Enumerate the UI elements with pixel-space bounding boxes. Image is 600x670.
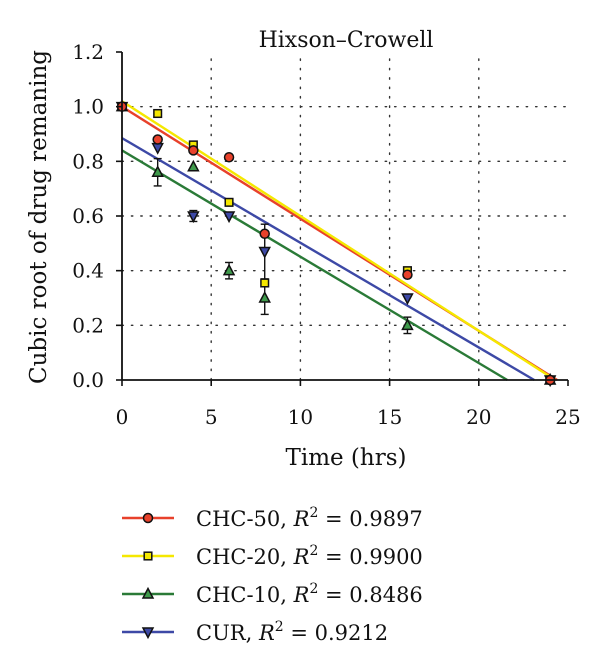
y-tick-label: 0.8 [72,149,104,173]
fit-line-chc-20 [121,100,556,382]
legend-label-chc-10: CHC-10, R2 = 0.8486 [196,581,423,607]
legend-r2-value: = 0.8486 [318,583,422,607]
grid [121,51,569,381]
chart-title: Hixson–Crowell [259,28,434,53]
point-chc-20 [153,108,163,119]
point-cur [187,211,200,224]
fit-line-cur [121,137,535,382]
point-chc-50 [402,269,413,281]
point-chc-20 [260,278,270,288]
legend-r-symbol: R [293,507,310,531]
fit-lines [121,100,558,382]
x-tick-label: 5 [205,405,218,429]
point-chc-50 [152,134,163,145]
point-cur [151,142,164,155]
y-tick-label: 0.2 [72,313,104,337]
legend-r-exponent: 2 [309,505,318,521]
y-axis-label: Cubic root of drug remaning [26,50,52,384]
y-tick-label: 0.4 [72,259,104,283]
legend-label-chc-50: CHC-50, R2 = 0.9897 [196,505,423,531]
x-axis-label: Time (hrs) [286,445,407,471]
point-chc-10 [151,165,164,178]
point-chc-10 [401,318,414,331]
point-chc-20 [224,197,234,207]
legend-r2-value: = 0.9900 [318,545,422,569]
legend-r-symbol: R [258,621,275,645]
legend-marker-chc-10 [141,586,155,599]
x-tick-label: 10 [288,405,313,429]
x-tick-label: 20 [466,405,491,429]
legend-series-name: CUR, [196,621,259,645]
point-cur [401,293,414,306]
x-tick-label: 0 [116,405,129,429]
x-tick-label: 25 [555,405,580,429]
point-chc-50 [223,151,235,163]
legend-series-name: CHC-50, [196,507,294,531]
legend-marker-chc-20 [143,551,153,561]
point-chc-10 [222,263,236,276]
point-chc-10 [187,159,200,172]
x-tick-label: 15 [377,405,402,429]
legend-r-exponent: 2 [275,619,284,635]
legend-r2-value: = 0.9897 [318,507,422,531]
point-cur [258,246,271,259]
legend-r-symbol: R [293,545,310,569]
y-tick-label: 1.2 [72,40,104,64]
legend-label-chc-20: CHC-20, R2 = 0.9900 [196,543,423,569]
legend-label-cur: CUR, R2 = 0.9212 [196,619,388,645]
y-tick-label: 1.0 [72,95,104,119]
y-tick-label: 0.6 [72,204,104,228]
ticks: 0 5 10 15 20 25 0.0 0.2 0.4 0.6 0.8 1.0 1.2 [72,40,581,429]
legend-r-exponent: 2 [309,543,318,559]
legend-r2-value: = 0.9212 [284,621,388,645]
legend-marker-cur [141,627,155,640]
point-chc-50 [259,228,270,240]
point-chc-10 [258,290,271,303]
legend-series-name: CHC-20, [196,545,294,569]
legend-r-exponent: 2 [309,581,318,597]
point-chc-50 [188,145,199,156]
y-tick-label: 0.0 [72,368,104,392]
fit-line-chc-10 [121,149,508,382]
legend-series-name: CHC-10, [196,583,294,607]
legend-r-symbol: R [293,583,310,607]
point-cur [222,211,236,224]
legend-marker-chc-50 [142,512,154,524]
